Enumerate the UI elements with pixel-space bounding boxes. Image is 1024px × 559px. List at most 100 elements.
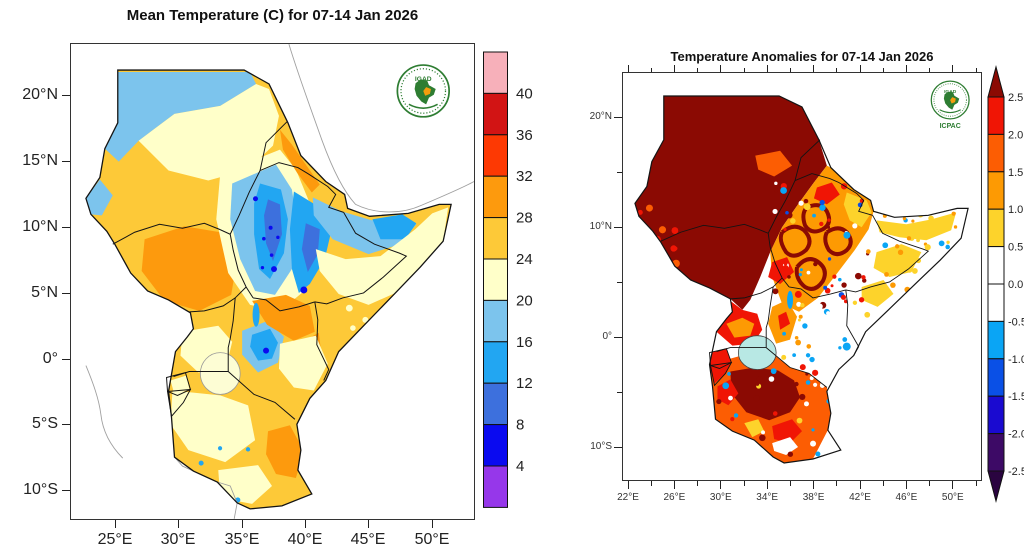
region-outline	[634, 95, 969, 464]
y-tick-label: 0°	[602, 331, 612, 342]
x-tick-mark-top	[905, 65, 907, 72]
coastline-gray	[85, 365, 124, 459]
speckle	[803, 401, 809, 407]
colorbar-label: 28	[516, 210, 533, 227]
colorbar-label: 2.0	[1008, 129, 1023, 141]
speckle	[787, 451, 794, 457]
igad-region-highlight-icon	[423, 87, 431, 96]
anomaly-vein	[823, 226, 853, 257]
y-tick-mark	[614, 446, 622, 448]
country-border	[709, 361, 733, 387]
speckle	[794, 335, 799, 340]
speckle	[923, 312, 931, 320]
temperature-zone	[278, 335, 328, 391]
speckle	[350, 325, 356, 331]
colorbar-cell	[483, 51, 508, 94]
speckle	[774, 188, 779, 193]
temperature-zone	[170, 390, 256, 463]
speckle	[823, 285, 828, 290]
x-tick-mark-top	[836, 68, 838, 72]
speckle	[802, 323, 808, 329]
y-tick-label: 5°N	[31, 284, 58, 301]
colorbar-cell	[483, 92, 508, 136]
anomaly-zone	[730, 367, 801, 421]
x-tick-mark	[650, 481, 652, 486]
speckle	[890, 282, 896, 288]
speckle	[806, 270, 811, 275]
colorbar-cell	[483, 175, 508, 219]
colorbar-cell	[987, 133, 1005, 173]
speckle	[252, 196, 258, 202]
speckle	[831, 332, 836, 337]
speckle	[805, 380, 811, 385]
speckle	[861, 275, 866, 280]
country-border	[227, 371, 296, 420]
speckle	[864, 311, 871, 318]
colorbar-label: 40	[516, 85, 533, 102]
temperature-zone	[312, 197, 417, 255]
country-border	[229, 234, 254, 299]
country-border	[788, 286, 846, 299]
speckle	[797, 318, 801, 322]
speckle	[796, 417, 803, 424]
x-tick-mark	[304, 520, 306, 528]
speckle	[798, 273, 802, 277]
speckle	[843, 231, 851, 239]
speckle	[826, 311, 831, 316]
country-border	[767, 233, 790, 288]
mean-temperature-title: Mean Temperature (C) for 07-14 Jan 2026	[126, 7, 419, 24]
speckle	[362, 316, 369, 323]
speckle	[813, 261, 818, 267]
y-tick-mark	[617, 281, 622, 283]
anomaly-zone	[709, 348, 732, 384]
x-tick-label: 22°E	[617, 492, 639, 503]
colorbar-cell	[483, 299, 508, 343]
colorbar-label: 0.5	[1008, 242, 1023, 254]
x-tick-mark	[859, 481, 861, 489]
colorbar-cell	[987, 96, 1005, 135]
speckle	[817, 303, 823, 310]
speckle	[911, 268, 918, 274]
speckle	[916, 238, 920, 243]
speckle	[728, 395, 733, 401]
speckle	[819, 204, 826, 211]
speckle	[756, 376, 763, 382]
lake-turkana	[252, 302, 260, 327]
colorbar-label: 20	[516, 292, 533, 309]
speckle	[385, 327, 392, 334]
speckle	[813, 382, 818, 387]
temperature-zone	[218, 465, 273, 504]
speckle	[663, 260, 670, 268]
anomaly-colorbar: 2.5 2.0 1.5 1.0 0.5 0.0 -0.5 -1.0 -1.5 -2.0 -2.5	[987, 65, 1024, 503]
speckle	[902, 210, 908, 217]
laurel-wreath-icon	[408, 103, 438, 109]
speckle	[794, 290, 802, 298]
speckle	[945, 244, 950, 250]
speckle	[780, 187, 787, 194]
speckle	[716, 399, 722, 405]
x-tick-mark-top	[743, 68, 745, 72]
colorbar-label: -1.5	[1008, 391, 1024, 403]
speckle	[644, 278, 651, 285]
speckle	[637, 209, 643, 215]
speckle	[827, 218, 831, 222]
speckle	[759, 434, 766, 442]
colorbar-label: 0.0	[1008, 279, 1023, 291]
x-tick-mark	[720, 481, 722, 489]
speckle	[904, 307, 911, 314]
speckle	[911, 219, 915, 223]
x-tick-mark	[673, 481, 675, 489]
speckle	[820, 357, 825, 362]
colorbar-label: 36	[516, 127, 533, 144]
x-tick-mark	[766, 481, 768, 489]
country-border	[660, 223, 769, 242]
y-tick-mark	[614, 226, 622, 228]
x-tick-label: 38°E	[802, 492, 825, 503]
coastline-gray	[288, 44, 474, 213]
colorbar-cell	[483, 424, 508, 467]
speckle	[792, 353, 797, 358]
temperature-zone	[138, 83, 279, 181]
y-tick-label: 10°S	[23, 481, 58, 498]
x-tick-label: 50°E	[414, 531, 450, 548]
x-tick-label: 45°E	[350, 531, 386, 548]
